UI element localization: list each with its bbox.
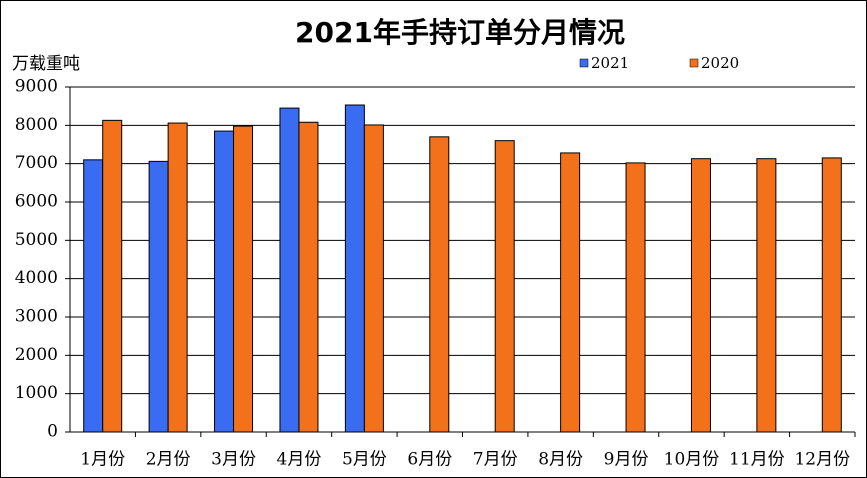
bar xyxy=(344,104,365,433)
legend-label: 2021 xyxy=(591,54,629,72)
x-tick-label: 7月份 xyxy=(473,450,518,470)
bar xyxy=(233,125,254,433)
bar xyxy=(429,136,450,433)
x-tick-label: 9月份 xyxy=(604,450,649,470)
chart-title: 2021年手持订单分月情况 xyxy=(295,16,625,49)
y-tick-label: 3000 xyxy=(15,307,58,327)
bar xyxy=(560,152,581,433)
x-tick-label: 3月份 xyxy=(211,450,256,470)
y-tick-label: 4000 xyxy=(15,268,58,288)
bar xyxy=(625,162,646,433)
x-tick-label: 5月份 xyxy=(342,450,387,470)
y-tick-label: 0 xyxy=(47,422,58,442)
bar xyxy=(83,159,104,433)
bar xyxy=(279,107,300,433)
legend-label: 2020 xyxy=(701,54,739,72)
y-tick-label: 2000 xyxy=(15,345,58,365)
bar xyxy=(690,158,711,433)
legend-swatch xyxy=(579,58,589,68)
y-tick-label: 6000 xyxy=(15,192,58,212)
bar xyxy=(363,124,384,433)
bar xyxy=(756,158,777,433)
y-tick-label: 9000 xyxy=(15,77,58,97)
x-tick-label: 2月份 xyxy=(146,450,191,470)
y-tick-label: 7000 xyxy=(15,153,58,173)
bar xyxy=(214,130,235,433)
legend-swatch xyxy=(689,58,699,68)
x-tick-label: 6月份 xyxy=(407,450,452,470)
x-tick-label: 10月份 xyxy=(664,450,720,470)
x-tick-label: 4月份 xyxy=(277,450,322,470)
bar xyxy=(821,157,842,433)
bar xyxy=(102,119,123,433)
y-tick-label: 5000 xyxy=(15,230,58,250)
x-tick-label: 1月份 xyxy=(80,450,125,470)
bar xyxy=(167,122,188,433)
bar xyxy=(298,121,319,433)
bar xyxy=(148,160,169,433)
y-tick-label: 1000 xyxy=(15,383,58,403)
bar xyxy=(494,140,515,433)
y-tick-label: 8000 xyxy=(15,115,58,135)
x-tick-label: 11月份 xyxy=(729,450,785,470)
x-tick-label: 8月份 xyxy=(538,450,583,470)
x-tick-label: 12月份 xyxy=(794,450,850,470)
y-axis-label: 万载重吨 xyxy=(12,54,80,74)
